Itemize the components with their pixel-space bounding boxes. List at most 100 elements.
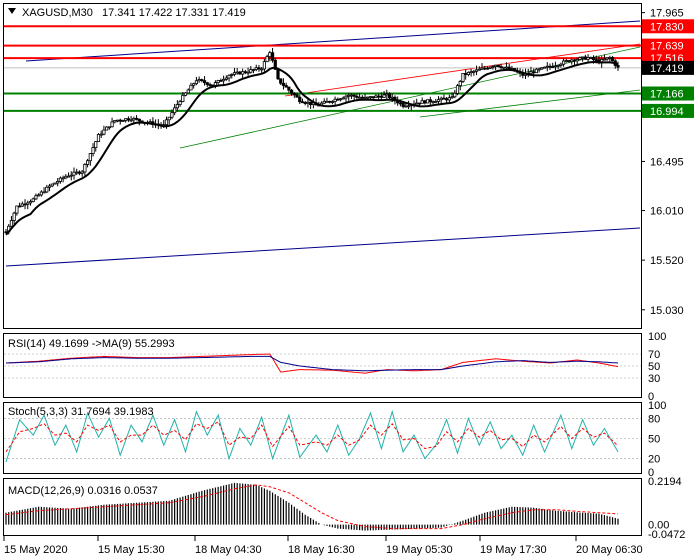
candle-body xyxy=(121,120,125,122)
candle-body xyxy=(564,60,568,62)
candle-body xyxy=(173,107,177,114)
candle-body xyxy=(241,71,245,75)
moving-average-line xyxy=(5,61,619,236)
candle-body xyxy=(428,99,432,103)
candle-body xyxy=(91,147,95,154)
candle-body xyxy=(134,117,139,120)
x-tick-label: 18 May 16:30 xyxy=(288,544,355,556)
stoch-k-line xyxy=(5,409,619,463)
candle-body xyxy=(129,119,133,122)
candle-body xyxy=(69,174,73,177)
candle-body xyxy=(257,67,261,70)
candle-body xyxy=(238,71,242,75)
candle-body xyxy=(474,69,479,72)
candle-body xyxy=(605,57,609,60)
candle-body xyxy=(126,118,130,121)
candle-body xyxy=(205,82,209,85)
candle-body xyxy=(442,97,446,100)
candle-body xyxy=(545,65,549,68)
candle-body xyxy=(322,100,326,104)
candle-body xyxy=(47,185,52,188)
candle-body xyxy=(124,118,128,121)
macd-signal-line xyxy=(5,484,619,530)
candle-body xyxy=(591,56,596,61)
ohlc-values: 17.341 17.422 17.331 17.419 xyxy=(102,7,246,19)
y-tick-label: 50 xyxy=(648,361,660,373)
candle-body xyxy=(183,92,188,96)
candle-body xyxy=(303,102,307,104)
candle-body xyxy=(333,98,337,102)
candle-body xyxy=(338,98,343,101)
candle-body xyxy=(197,79,201,82)
candle-body xyxy=(251,69,256,71)
candle-body xyxy=(542,66,547,69)
main-ma-layer xyxy=(5,61,619,236)
candle-body xyxy=(496,64,500,67)
candle-body xyxy=(344,95,348,99)
x-tick-label: 19 May 17:30 xyxy=(480,544,547,556)
candle-body xyxy=(132,117,136,121)
candle-body xyxy=(328,100,332,103)
candle-body xyxy=(491,66,495,69)
stoch-panel-frame xyxy=(3,402,642,474)
current-price-tag xyxy=(642,60,694,75)
candle-body xyxy=(224,77,228,80)
y-tick-label: 100 xyxy=(648,400,666,412)
level-label-resistance: 17.639 xyxy=(650,41,684,53)
candle-body xyxy=(379,95,383,98)
candle-body xyxy=(110,121,114,128)
candle-body xyxy=(616,65,620,68)
candle-body xyxy=(483,67,487,70)
candle-body xyxy=(273,59,277,70)
y-tick-label: 0 xyxy=(648,467,654,479)
x-tick-label: 18 May 04:30 xyxy=(195,544,262,556)
candle-body xyxy=(499,66,503,69)
candle-body xyxy=(553,65,558,68)
candle-body xyxy=(115,119,120,122)
x-tick-label: 20 May 06:30 xyxy=(576,544,643,556)
candle-body xyxy=(556,65,560,67)
candle-body xyxy=(221,78,226,82)
symbol-title: XAGUSD,M30 xyxy=(22,7,93,19)
candle-body xyxy=(485,67,490,70)
candle-body xyxy=(374,95,378,99)
candle-body xyxy=(66,175,71,178)
candle-body xyxy=(480,67,484,70)
candle-body xyxy=(99,133,103,136)
candle-body xyxy=(64,175,68,179)
candle-body xyxy=(347,94,351,97)
candle-body xyxy=(50,183,54,187)
candle-body xyxy=(357,96,362,99)
candle-body xyxy=(586,57,590,60)
candle-body xyxy=(230,73,234,76)
candle-body xyxy=(493,64,498,68)
stoch-title: Stoch(5,3,3) 31.7694 39.1983 xyxy=(8,406,154,418)
candle-body xyxy=(276,68,280,80)
candle-body xyxy=(461,73,465,82)
candle-body xyxy=(102,129,106,135)
candle-body xyxy=(262,61,267,70)
candle-body xyxy=(17,205,22,208)
candle-body xyxy=(88,153,92,162)
candle-body xyxy=(246,71,250,74)
candle-body xyxy=(551,66,555,68)
candle-body xyxy=(265,56,269,63)
current-price-label: 17.419 xyxy=(650,63,684,75)
candle-body xyxy=(610,57,615,62)
candle-body xyxy=(352,94,356,97)
candle-body xyxy=(371,96,375,99)
candle-body xyxy=(575,59,579,62)
candle-body xyxy=(589,56,593,59)
candle-body xyxy=(532,71,536,74)
candle-body xyxy=(341,97,345,100)
candle-body xyxy=(417,102,422,105)
candle-body xyxy=(37,194,41,197)
y-tick-label: 15.520 xyxy=(650,255,684,267)
candle-body xyxy=(355,95,359,98)
candle-body xyxy=(200,79,204,82)
candle-body xyxy=(390,96,394,99)
candle-body xyxy=(330,101,335,103)
candle-body xyxy=(292,92,296,96)
